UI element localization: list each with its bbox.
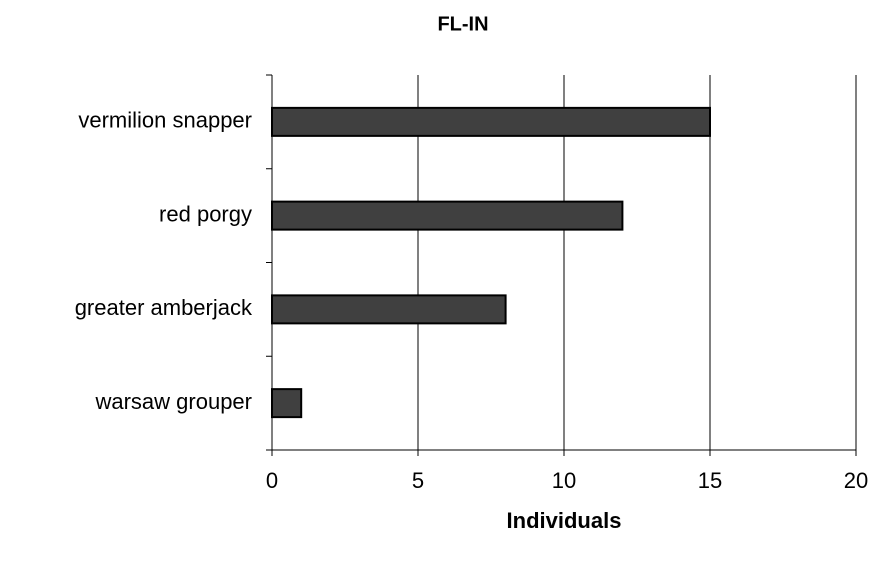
bar bbox=[271, 294, 507, 325]
x-tick-label: 15 bbox=[698, 468, 722, 493]
bar bbox=[271, 388, 303, 419]
x-tick-label: 10 bbox=[552, 468, 576, 493]
bar bbox=[271, 200, 624, 231]
y-tick-label: greater amberjack bbox=[75, 295, 253, 320]
x-tick-label: 0 bbox=[266, 468, 278, 493]
bar bbox=[271, 106, 711, 137]
x-tick-label: 5 bbox=[412, 468, 424, 493]
y-tick-label: vermilion snapper bbox=[78, 108, 252, 133]
x-tick-label: 20 bbox=[844, 468, 868, 493]
chart-title: FL-IN bbox=[437, 13, 488, 35]
x-axis-label: Individuals bbox=[507, 508, 622, 533]
y-tick-label: red porgy bbox=[159, 201, 252, 226]
y-tick-label: warsaw grouper bbox=[94, 389, 252, 414]
